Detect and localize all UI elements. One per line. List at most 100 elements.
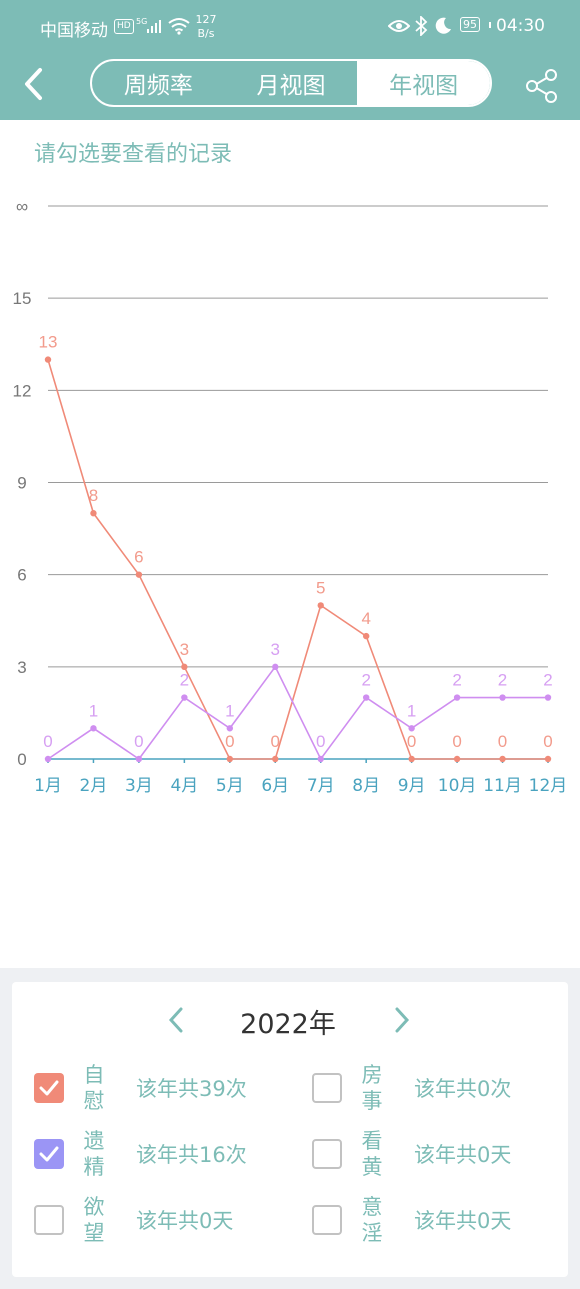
record-panel: 2022年 自慰 该年共39次 房事 该年共0次 遗精 该年共16次 看黄 该年…	[12, 982, 568, 1277]
clock: 04:30	[496, 16, 545, 36]
data-point	[317, 602, 324, 609]
data-label: 2	[498, 671, 507, 690]
data-point	[453, 694, 461, 701]
data-point	[181, 663, 188, 671]
tab-month-view[interactable]: 月视图	[256, 73, 326, 99]
y-tick-label: ∞	[16, 197, 28, 216]
status-bar: 中国移动 HD 5G 127 B/s 95 04:30	[0, 0, 580, 52]
nocturnal-emission-checkbox[interactable]	[34, 1139, 64, 1169]
y-tick-label: 6	[17, 566, 26, 585]
data-label: 2	[543, 671, 552, 690]
data-point	[181, 694, 188, 701]
data-label: 4	[361, 609, 370, 628]
checkmark-icon	[39, 1080, 59, 1096]
data-label: 0	[271, 732, 280, 751]
series-line	[47, 359, 548, 760]
y-tick-label: 15	[13, 289, 32, 308]
y-tick-label: 3	[17, 658, 26, 677]
battery-level: 95	[460, 17, 480, 32]
data-point	[135, 571, 143, 578]
speed-unit: B/s	[197, 27, 215, 40]
share-button[interactable]	[520, 64, 564, 108]
x-tick-label: 7月	[307, 776, 335, 796]
data-point	[44, 755, 52, 763]
hd-badge: HD	[114, 19, 134, 34]
chevron-left-icon	[168, 1007, 183, 1033]
eye-icon	[388, 20, 410, 32]
y-tick-label: 0	[17, 750, 26, 769]
data-point	[408, 725, 415, 732]
data-label: 0	[452, 732, 461, 751]
x-tick-label: 4月	[170, 776, 198, 796]
record-desire: 欲望 该年共0天	[34, 1190, 233, 1250]
back-button[interactable]	[14, 64, 54, 104]
data-point	[362, 632, 370, 640]
data-label: 2	[180, 671, 189, 690]
next-year-button[interactable]	[384, 1002, 420, 1038]
data-point	[272, 663, 279, 671]
record-name: 房事	[361, 1063, 383, 1113]
battery-tip	[489, 22, 491, 28]
record-count: 该年共39次	[136, 1077, 247, 1101]
view-tabs: 周频率 月视图 年视图	[90, 59, 492, 107]
x-tick-label: 1月	[34, 776, 62, 796]
data-label: 3	[271, 640, 280, 659]
record-nocturnal-emission: 遗精 该年共16次	[34, 1124, 247, 1184]
signal-icon	[147, 20, 161, 33]
data-point	[544, 755, 552, 763]
share-icon	[526, 69, 557, 103]
x-tick-label: 5月	[216, 776, 244, 796]
data-point	[408, 755, 415, 763]
record-name: 欲望	[83, 1195, 105, 1245]
x-tick-label: 10月	[438, 776, 477, 796]
data-label: 1	[225, 701, 234, 720]
data-label: 0	[498, 732, 507, 751]
record-intercourse: 房事 该年共0次	[312, 1058, 511, 1118]
chevron-right-icon	[395, 1007, 410, 1033]
record-watching-porn: 看黄 该年共0天	[312, 1124, 511, 1184]
record-masturbation: 自慰 该年共39次	[34, 1058, 247, 1118]
data-point	[90, 725, 97, 732]
data-point	[90, 510, 97, 517]
app-header: 周频率 月视图 年视图	[0, 52, 580, 120]
data-label: 3	[180, 640, 189, 659]
fantasy-checkbox[interactable]	[312, 1205, 342, 1235]
tab-year-view[interactable]: 年视图	[357, 61, 490, 105]
data-label: 0	[543, 732, 552, 751]
record-fantasy: 意淫 该年共0天	[312, 1190, 511, 1250]
record-count: 该年共0天	[136, 1209, 234, 1233]
tab-weekly-frequency[interactable]: 周频率	[123, 73, 193, 99]
speed-value: 127	[195, 13, 217, 26]
wifi-icon	[168, 18, 190, 35]
data-point	[272, 755, 279, 763]
x-tick-label: 9月	[398, 776, 426, 796]
chevron-left-icon	[25, 68, 42, 100]
desire-checkbox[interactable]	[34, 1205, 64, 1235]
y-tick-label: 12	[13, 381, 32, 400]
data-label: 13	[39, 333, 58, 352]
x-tick-label: 6月	[261, 776, 289, 796]
data-point	[499, 755, 506, 763]
data-label: 1	[89, 701, 98, 720]
data-label: 6	[134, 548, 143, 567]
x-tick-label: 12月	[529, 776, 568, 796]
data-label: 0	[134, 732, 143, 751]
network-type: 5G	[136, 17, 148, 26]
watching-porn-checkbox[interactable]	[312, 1139, 342, 1169]
x-tick-label: 8月	[352, 776, 380, 796]
series-line	[47, 665, 548, 761]
x-tick-label: 11月	[483, 776, 522, 796]
previous-year-button[interactable]	[158, 1002, 194, 1038]
data-label: 0	[43, 732, 52, 751]
data-label: 2	[452, 671, 461, 690]
record-name: 遗精	[83, 1129, 105, 1179]
data-point	[453, 755, 461, 763]
checkmark-icon	[39, 1146, 59, 1162]
intercourse-checkbox[interactable]	[312, 1073, 342, 1103]
record-count: 该年共16次	[136, 1143, 247, 1167]
data-point	[226, 725, 234, 732]
data-label: 0	[225, 732, 234, 751]
masturbation-checkbox[interactable]	[34, 1073, 64, 1103]
y-tick-label: 9	[17, 474, 26, 493]
